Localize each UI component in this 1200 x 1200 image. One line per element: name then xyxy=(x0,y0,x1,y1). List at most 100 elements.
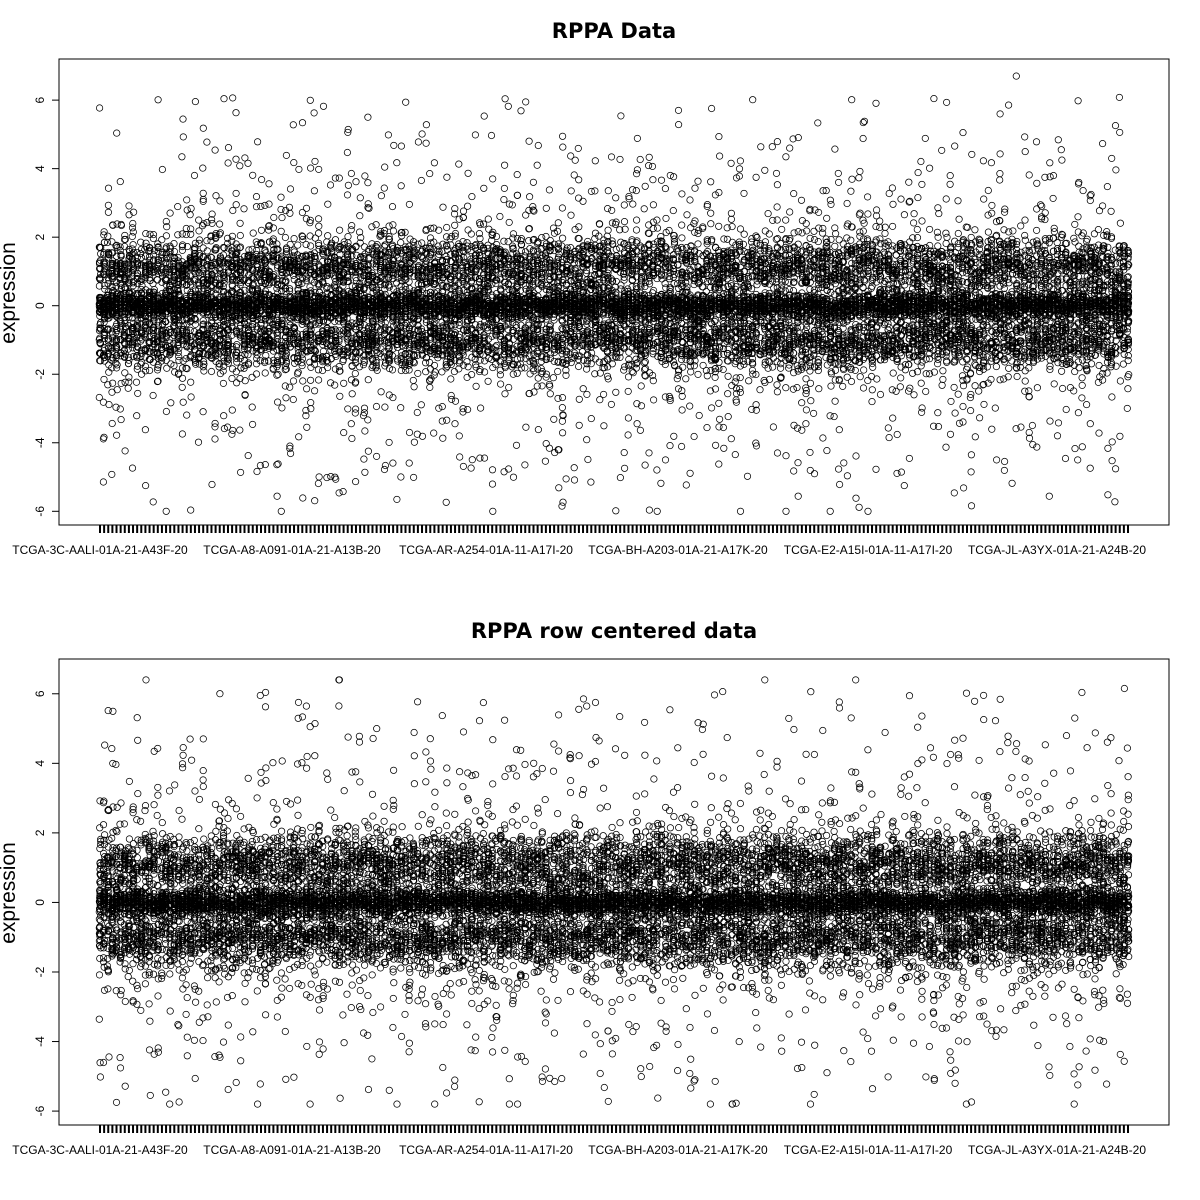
data-point xyxy=(265,200,273,208)
data-point xyxy=(121,313,129,321)
data-point xyxy=(137,238,145,246)
data-point xyxy=(339,488,347,496)
data-point xyxy=(183,411,191,419)
data-point xyxy=(133,269,141,277)
data-point xyxy=(372,402,381,411)
data-point xyxy=(117,322,125,330)
data-point xyxy=(104,352,112,361)
data-point xyxy=(99,478,107,486)
data-point xyxy=(183,196,191,204)
data-point xyxy=(314,479,322,488)
data-point xyxy=(298,208,306,217)
data-point xyxy=(163,364,171,372)
data-point xyxy=(117,349,125,357)
data-point xyxy=(220,412,228,420)
data-point xyxy=(137,333,145,341)
y-axis-label: expression xyxy=(0,242,20,344)
data-point xyxy=(360,404,369,412)
data-point xyxy=(335,489,343,497)
data-point xyxy=(95,393,103,402)
data-point xyxy=(117,379,125,387)
data-point xyxy=(397,142,405,150)
data-point xyxy=(112,403,120,411)
data-point xyxy=(340,379,348,387)
data-point xyxy=(417,176,425,185)
data-point xyxy=(141,426,149,434)
data-point xyxy=(302,204,311,212)
data-point xyxy=(112,354,120,362)
data-point xyxy=(277,227,285,235)
data-point xyxy=(105,250,113,258)
data-point xyxy=(108,419,116,428)
data-point xyxy=(410,383,418,391)
data-point xyxy=(335,174,343,182)
data-point xyxy=(153,378,162,386)
data-point xyxy=(390,141,398,149)
data-point xyxy=(125,338,133,346)
data-point xyxy=(426,358,434,366)
data-point xyxy=(389,227,398,235)
data-point xyxy=(261,369,269,377)
data-point xyxy=(298,119,307,127)
data-point xyxy=(208,480,216,489)
data-point xyxy=(133,365,141,373)
data-point xyxy=(100,260,108,268)
data-point xyxy=(257,202,265,210)
data-point xyxy=(303,385,311,393)
data-point xyxy=(348,222,356,230)
data-point xyxy=(129,241,137,249)
data-point xyxy=(236,426,244,434)
data-point xyxy=(326,181,335,189)
data-point xyxy=(194,438,203,446)
data-point xyxy=(364,416,372,424)
data-point xyxy=(179,115,187,123)
data-point xyxy=(438,417,446,425)
data-point xyxy=(361,468,369,476)
data-point xyxy=(117,352,125,360)
data-point xyxy=(120,333,128,341)
data-point xyxy=(306,96,314,104)
data-point xyxy=(104,184,113,192)
data-point xyxy=(315,165,323,173)
data-point xyxy=(116,262,124,270)
data-point xyxy=(130,248,138,257)
data-point xyxy=(121,235,129,243)
data-point xyxy=(252,193,261,201)
data-point xyxy=(133,320,141,328)
data-point xyxy=(137,337,145,345)
data-point xyxy=(393,495,401,503)
data-point xyxy=(116,178,124,186)
data-point xyxy=(149,391,157,400)
data-point xyxy=(426,383,434,391)
data-point xyxy=(405,200,413,208)
data-point xyxy=(174,203,182,211)
data-point xyxy=(128,340,137,349)
data-point xyxy=(146,366,154,375)
data-point xyxy=(410,473,418,481)
data-point xyxy=(121,304,129,312)
data-point xyxy=(294,285,302,293)
data-point xyxy=(274,398,282,406)
data-point xyxy=(112,322,120,331)
data-point xyxy=(117,416,125,424)
data-point xyxy=(113,361,121,369)
data-point xyxy=(364,447,372,455)
data-point xyxy=(121,378,129,386)
data-point xyxy=(190,171,199,180)
data-point xyxy=(112,336,120,344)
data-point xyxy=(422,139,430,147)
data-point xyxy=(265,180,273,188)
data-point xyxy=(112,343,120,351)
data-point xyxy=(294,241,302,249)
data-point xyxy=(315,215,323,223)
data-point xyxy=(96,243,104,252)
data-point xyxy=(361,427,369,435)
data-point xyxy=(364,376,372,384)
data-point xyxy=(397,473,405,481)
data-point xyxy=(100,249,108,257)
data-point xyxy=(244,159,252,167)
data-point xyxy=(324,364,332,372)
data-point xyxy=(315,222,323,230)
data-point xyxy=(417,401,425,409)
data-point xyxy=(336,392,344,400)
